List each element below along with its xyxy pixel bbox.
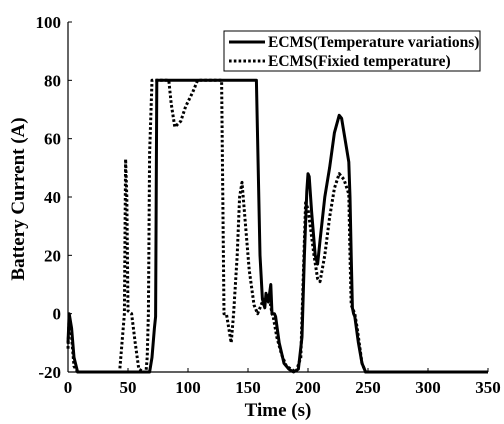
x-tick-label: 350	[475, 378, 501, 397]
y-tick-label: 0	[53, 305, 62, 324]
y-tick-label: 100	[36, 13, 62, 32]
x-tick-label: 250	[355, 378, 381, 397]
x-tick-label: 0	[64, 378, 73, 397]
y-tick-label: 60	[44, 130, 61, 149]
y-tick-label: 80	[44, 71, 61, 90]
x-axis-label: Time (s)	[245, 400, 312, 421]
legend-label-0: ECMS(Temperature variations)	[268, 34, 479, 51]
x-tick-label: 200	[295, 378, 321, 397]
legend-label-1: ECMS(Fixied temperature)	[268, 53, 451, 70]
x-tick-label: 100	[175, 378, 201, 397]
y-tick-label: 20	[44, 246, 61, 265]
series-line-0	[66, 78, 488, 374]
legend: ECMS(Temperature variations) ECMS(Fixied …	[223, 30, 481, 72]
x-tick-label: 150	[235, 378, 261, 397]
y-tick-label: -20	[38, 363, 61, 382]
series-lines	[66, 78, 488, 374]
x-tick-label: 300	[415, 378, 441, 397]
y-tick-label: 40	[44, 188, 61, 207]
series-line-1	[66, 78, 488, 374]
x-tick-label: 50	[120, 378, 137, 397]
axes: 0 50 100 150 200 250 300 350-20020406080100Time…	[8, 13, 501, 421]
legend-box	[223, 30, 481, 72]
y-axis-label: Battery Current (A)	[8, 117, 29, 280]
